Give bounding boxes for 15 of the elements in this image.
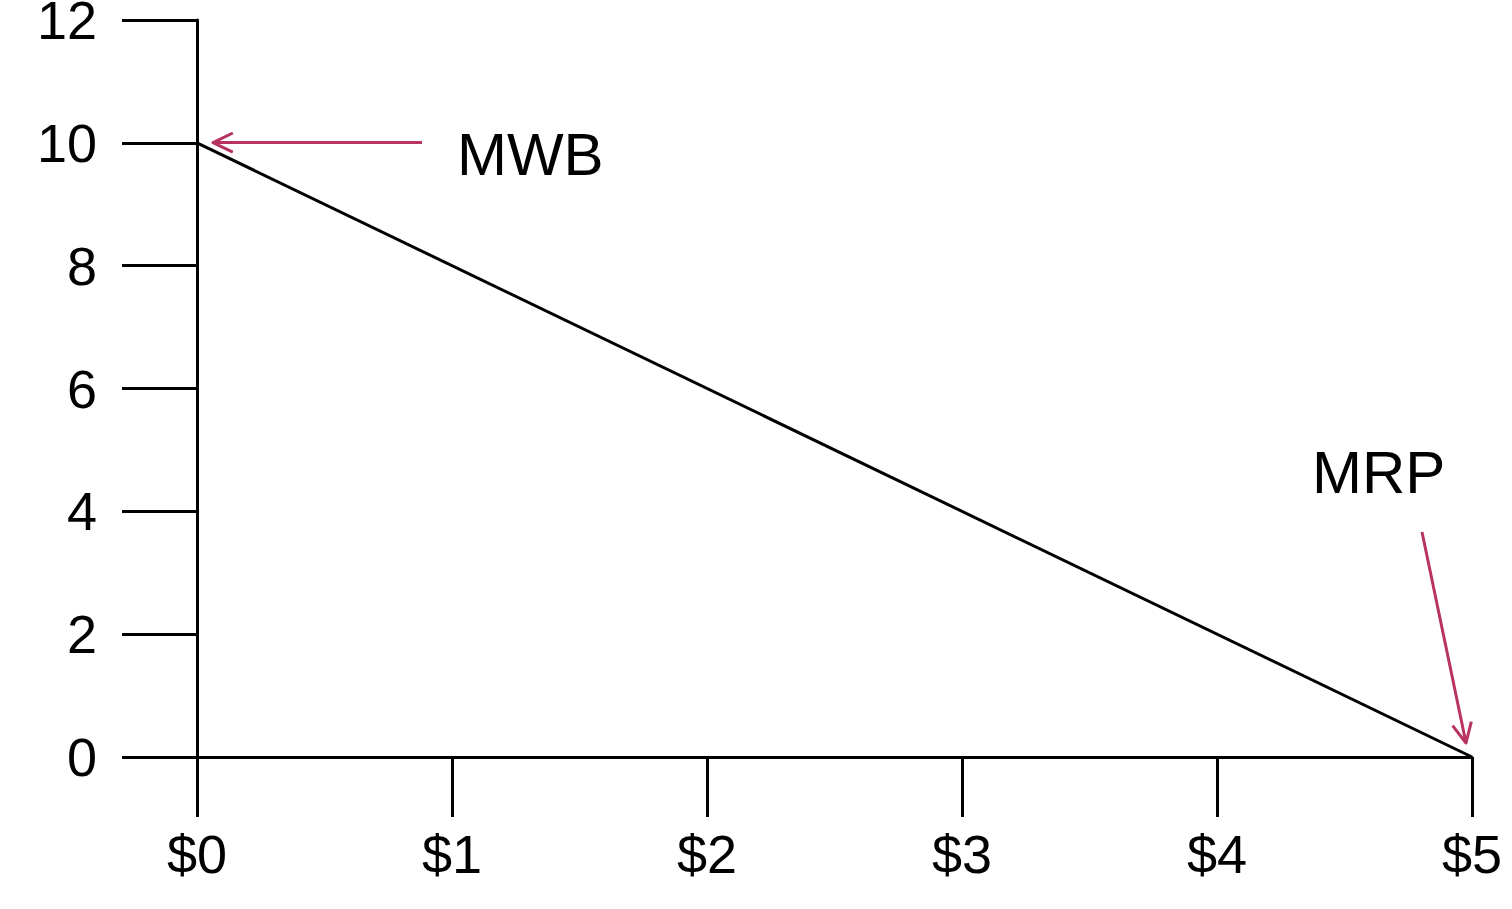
y-tick-label: 4 — [66, 481, 97, 542]
y-tick-label: 8 — [66, 235, 97, 296]
x-tick-label: $5 — [1441, 824, 1503, 884]
y-tick-label: 0 — [66, 727, 97, 787]
x-tick-label: $0 — [166, 824, 228, 884]
annotation: MRP — [1312, 438, 1446, 506]
y-tick-label: 2 — [66, 604, 97, 665]
y-tick-label: 10 — [36, 112, 97, 173]
annotation: MWB — [457, 121, 604, 189]
y-tick-label: 12 — [36, 0, 97, 50]
x-tick-label: $3 — [931, 824, 993, 884]
y-tick-label: 6 — [66, 358, 97, 419]
x-tick-label: $4 — [1186, 824, 1248, 884]
x-tick-label: $2 — [676, 824, 738, 884]
x-tick-label: $1 — [421, 824, 483, 884]
